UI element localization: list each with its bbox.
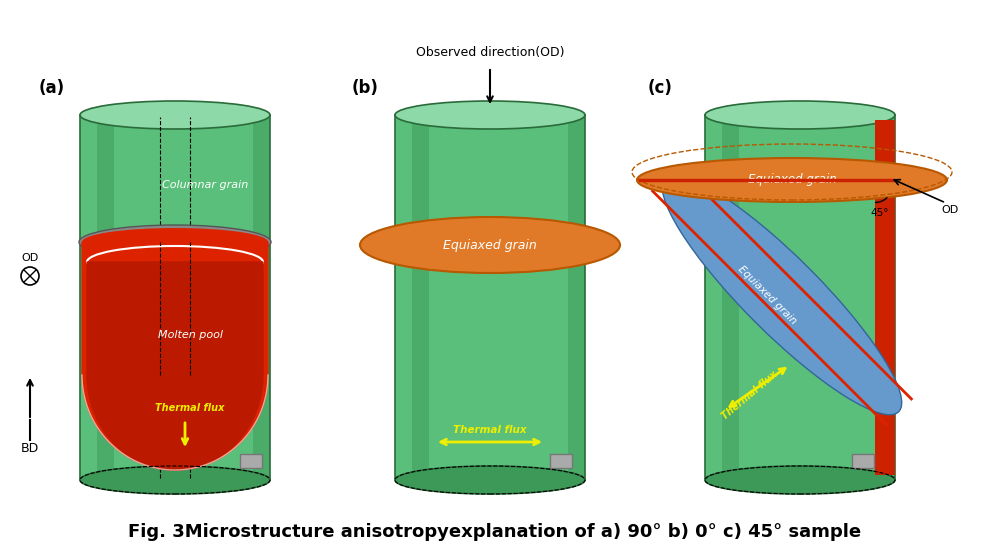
- Ellipse shape: [662, 175, 902, 415]
- Text: (c): (c): [647, 79, 673, 97]
- Bar: [722, 115, 739, 480]
- FancyBboxPatch shape: [240, 454, 262, 468]
- Text: 45°: 45°: [871, 208, 889, 218]
- Bar: [875, 120, 895, 475]
- Text: Thermal flux: Thermal flux: [453, 425, 527, 435]
- Ellipse shape: [705, 101, 895, 129]
- Bar: [878, 115, 895, 480]
- Ellipse shape: [360, 217, 620, 273]
- Bar: [705, 115, 895, 480]
- FancyBboxPatch shape: [852, 454, 874, 468]
- FancyBboxPatch shape: [550, 454, 572, 468]
- Text: Thermal flux: Thermal flux: [720, 369, 780, 421]
- Text: (b): (b): [352, 79, 379, 97]
- Bar: [395, 115, 585, 480]
- Ellipse shape: [395, 101, 585, 129]
- Polygon shape: [82, 242, 268, 470]
- Text: Columnar grain: Columnar grain: [162, 180, 248, 190]
- Text: (a): (a): [39, 79, 65, 97]
- Text: BD: BD: [21, 442, 39, 454]
- Text: Molten pool: Molten pool: [158, 330, 223, 340]
- Text: Fig. 3Microstructure anisotropyexplanation of a) 90° b) 0° c) 45° sample: Fig. 3Microstructure anisotropyexplanati…: [129, 523, 861, 541]
- Ellipse shape: [395, 466, 585, 494]
- Ellipse shape: [82, 228, 268, 256]
- Polygon shape: [87, 262, 263, 470]
- Ellipse shape: [80, 101, 270, 129]
- Text: Equiaxed grain: Equiaxed grain: [736, 264, 798, 326]
- Text: Equiaxed grain: Equiaxed grain: [747, 173, 836, 186]
- Text: OD: OD: [941, 205, 958, 215]
- Bar: [253, 115, 270, 480]
- Bar: [97, 115, 114, 480]
- Ellipse shape: [79, 225, 271, 259]
- Text: Equiaxed grain: Equiaxed grain: [443, 239, 537, 251]
- Ellipse shape: [80, 466, 270, 494]
- Text: Thermal flux: Thermal flux: [156, 403, 225, 413]
- Ellipse shape: [637, 158, 947, 202]
- Text: OD: OD: [22, 253, 39, 263]
- Bar: [80, 115, 270, 480]
- Bar: [568, 115, 585, 480]
- Bar: [412, 115, 429, 480]
- Ellipse shape: [705, 466, 895, 494]
- Text: Observed direction(OD): Observed direction(OD): [416, 46, 564, 59]
